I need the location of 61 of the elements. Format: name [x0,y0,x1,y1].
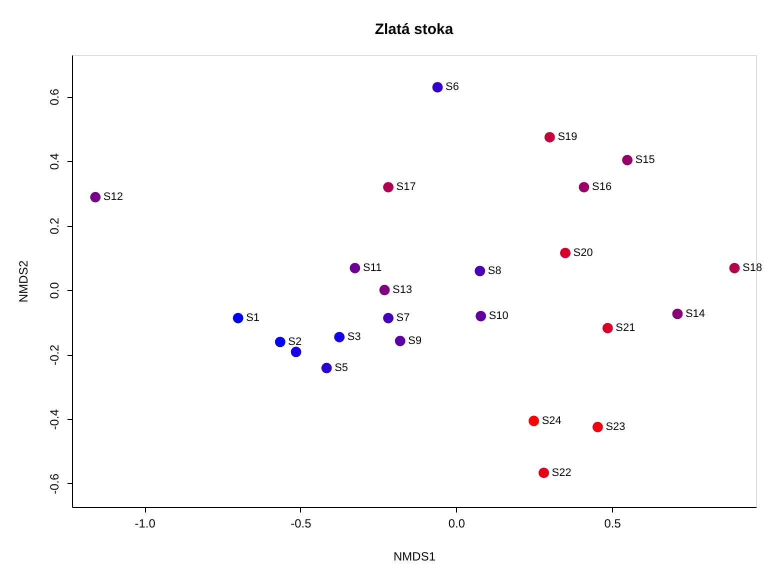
annotation: S10 [488,310,508,322]
x-tick-label: 0.0 [448,516,466,530]
annotation: S24 [542,414,562,427]
y-tick-label: 0.0 [48,282,62,299]
point [729,262,740,274]
point [560,248,571,258]
annotation: S6 [446,81,459,94]
y-tick-label: 0.2 [48,217,62,234]
annotation: S5 [334,362,348,374]
annotation: S13 [392,284,412,296]
annotation: S22 [552,466,572,479]
annotation: S17 [396,181,416,194]
x-tick-label: -0.5 [290,516,312,530]
point [622,154,633,166]
point [476,310,486,322]
y-tick-label: 0.4 [48,152,62,170]
x-axis-title: NMDS1 [393,550,436,564]
point [232,312,244,324]
annotation: S18 [742,262,762,274]
point [321,362,332,374]
annotation: S15 [635,154,655,166]
annotation: S14 [685,308,706,320]
y-tick-label: -0.6 [48,473,62,494]
point [334,332,345,342]
annotation: S8 [488,265,502,278]
point [383,182,394,192]
annotation: S16 [592,181,612,194]
point [538,468,550,478]
point [274,336,286,348]
annotation: S9 [408,334,422,347]
point [432,82,443,92]
annotation: S3 [347,331,361,344]
y-tick-label: -0.4 [48,408,62,430]
annotation: S12 [103,191,123,204]
annotation: S23 [606,421,626,434]
y-axis-title: NMDS2 [16,260,30,303]
chart-title: Zlatá stoka [374,21,454,38]
annotation: S7 [396,312,410,324]
point [544,132,555,142]
annotation: S19 [558,131,578,144]
annotation: S11 [362,262,382,274]
x-tick-label: 0.5 [604,516,622,530]
point [528,416,540,426]
point [578,182,590,192]
point [379,284,390,296]
point [592,422,603,432]
point [602,322,613,334]
annotation: S21 [616,322,636,334]
annotation: S20 [573,246,593,259]
x-tick-label: -1.0 [134,516,156,530]
y-tick-label: 0.6 [48,88,62,106]
point [90,192,101,202]
annotation: S2 [288,336,302,348]
point [394,336,406,346]
annotation: S1 [246,312,260,324]
point [290,346,302,358]
y-tick-label: -0.2 [48,344,62,366]
point [350,262,360,274]
point [474,266,486,276]
point [672,308,683,320]
point [383,312,394,324]
